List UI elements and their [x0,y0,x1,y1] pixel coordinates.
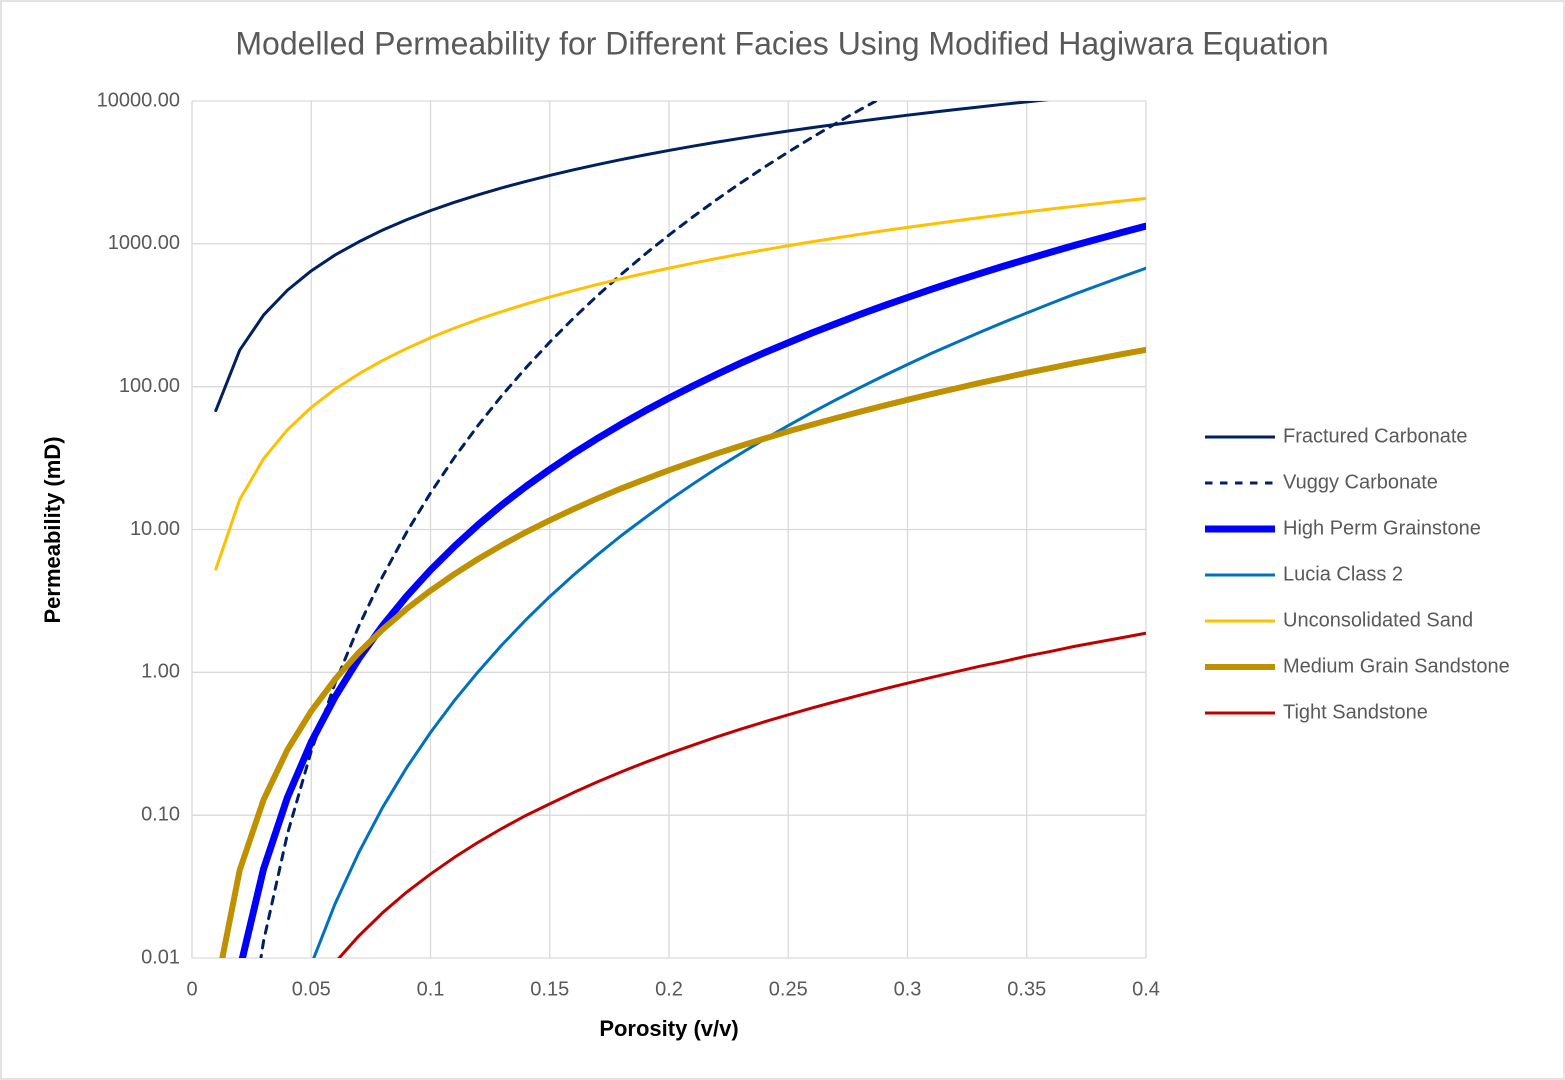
series-line [214,196,1146,571]
y-tick-label: 10000.00 [97,89,180,111]
legend: Fractured Carbonate Vuggy Carbonate High P… [1205,425,1510,723]
x-tick-label: 0.25 [769,978,808,1000]
legend-label: Fractured Carbonate [1283,425,1468,447]
y-tick-label: 0.10 [141,803,180,825]
x-tick-label: 0.15 [530,978,569,1000]
y-axis-title: Permeability (mD) [40,436,65,623]
x-axis-title: Porosity (v/v) [599,1016,738,1041]
x-tick-label: 0 [186,978,197,1000]
y-tick-label: 10.00 [130,518,180,540]
y-tick-label: 1000.00 [108,232,180,254]
legend-label: Lucia Class 2 [1283,563,1403,585]
legend-label: Vuggy Carbonate [1283,471,1438,493]
series-line [312,266,1146,958]
x-tick-label: 0.4 [1132,978,1160,1000]
y-tick-label: 0.01 [141,946,180,968]
x-tick-label: 0.1 [417,978,445,1000]
chart-title: Modelled Permeability for Different Faci… [235,25,1328,61]
legend-label: Tight Sandstone [1283,701,1428,723]
plot-area [214,101,1146,958]
series-line [259,101,880,958]
x-tick-label: 0.3 [894,978,922,1000]
y-tick-label: 100.00 [119,375,180,397]
legend-label: Medium Grain Sandstone [1283,655,1510,677]
grid: 0.01 0.10 1.00 10.00 100.00 1000.00 10000.00 0 0… [97,89,1160,1000]
x-tick-label: 0.2 [655,978,683,1000]
legend-label: High Perm Grainstone [1283,517,1481,539]
series-line [214,101,1050,413]
series-line [337,631,1146,958]
legend-label: Unconsolidated Sand [1283,609,1473,631]
y-tick-label: 1.00 [141,661,180,683]
x-tick-label: 0.05 [292,978,331,1000]
series-line [219,346,1146,958]
x-tick-label: 0.35 [1007,978,1046,1000]
